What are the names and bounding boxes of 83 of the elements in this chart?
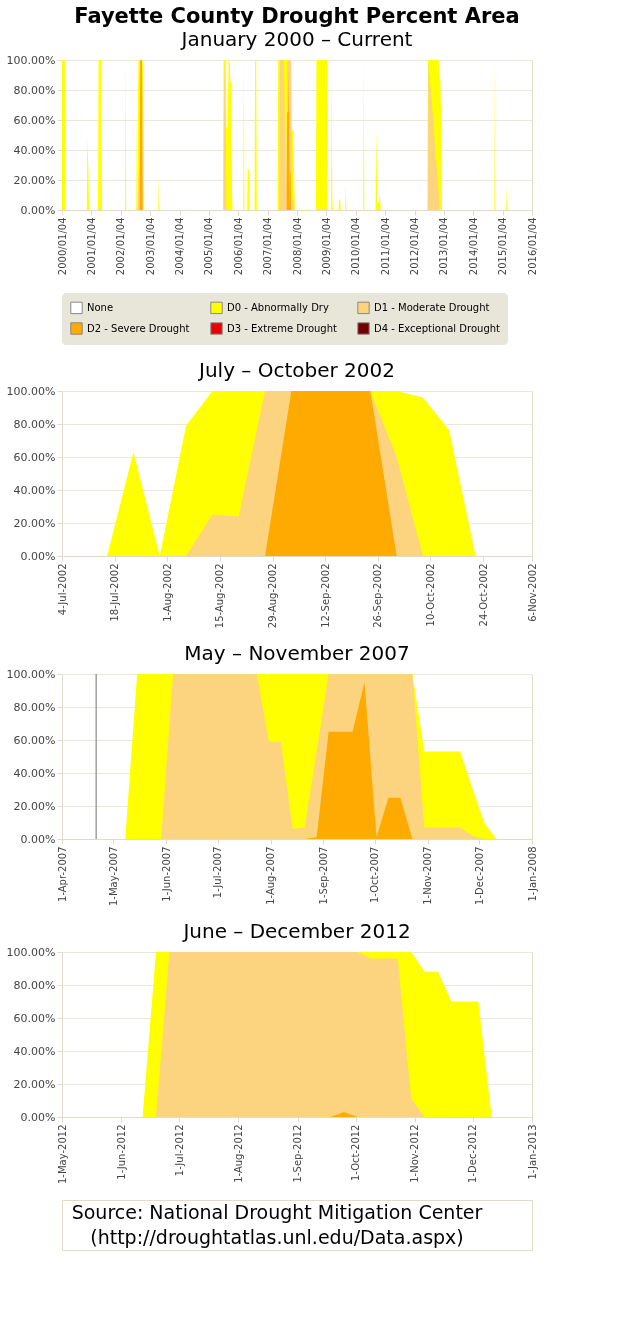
y-tick-label: 40.00%	[13, 143, 56, 157]
chart-title: July – October 2002	[197, 358, 395, 382]
x-tick-label: 2006/01/04	[232, 217, 244, 276]
x-tick-label: 10-Oct-2002	[424, 563, 436, 627]
chart-title: June – December 2012	[181, 919, 411, 943]
x-tick-label: 1-Aug-2007	[265, 846, 277, 905]
x-tick-label: 2008/01/04	[291, 217, 303, 276]
x-tick-label: 18-Jul-2002	[109, 563, 121, 622]
x-tick-label: 2012/01/04	[409, 217, 420, 276]
x-tick-label: 1-May-2007	[107, 846, 119, 907]
x-tick-label: 1-Nov-2012	[409, 1124, 421, 1183]
x-tick-label: 1-Apr-2007	[56, 846, 68, 902]
legend-label: None	[87, 301, 114, 313]
x-tick-label: 1-Dec-2007	[473, 846, 485, 905]
x-tick-label: 1-Oct-2012	[350, 1124, 362, 1182]
y-tick-label: 100.00%	[6, 384, 56, 398]
y-tick-label: 60.00%	[13, 113, 56, 127]
x-tick-label: 1-Jul-2012	[173, 1124, 185, 1177]
x-tick-label: 15-Aug-2002	[214, 563, 226, 629]
x-tick-label: 1-Jun-2007	[160, 846, 172, 902]
x-tick-label: 1-Jan-2008	[526, 846, 538, 902]
y-tick-label: 20.00%	[13, 516, 56, 530]
x-tick-label: 1-Aug-2002	[161, 563, 173, 622]
y-tick-label: 100.00%	[6, 945, 56, 959]
x-tick-label: 1-May-2012	[56, 1124, 68, 1185]
y-tick-label: 80.00%	[13, 700, 56, 714]
x-tick-label: 2009/01/04	[320, 217, 332, 276]
y-tick-label: 40.00%	[13, 1044, 56, 1058]
source-note: Source: National Drought Mitigation Center	[71, 1200, 483, 1223]
y-tick-label: 40.00%	[13, 483, 56, 497]
x-tick-label: 2004/01/04	[174, 217, 185, 276]
y-tick-label: 80.00%	[13, 83, 56, 97]
x-tick-label: 1-Jul-2007	[212, 846, 224, 899]
x-tick-label: 2015/01/04	[497, 217, 509, 276]
x-tick-label: 2014/01/04	[467, 217, 479, 276]
y-tick-label: 100.00%	[6, 667, 56, 681]
x-tick-label: 2013/01/04	[438, 217, 450, 276]
x-tick-label: 2010/01/04	[350, 217, 362, 276]
legend-label: D3 - Extreme Drought	[227, 322, 338, 334]
legend-label: D2 - Severe Drought	[87, 322, 190, 334]
y-tick-label: 0.00%	[20, 1110, 56, 1124]
x-tick-label: 6-Nov-2002	[526, 563, 538, 622]
x-tick-label: 2007/01/04	[262, 217, 274, 276]
x-tick-label: 2002/01/04	[115, 217, 127, 276]
y-tick-label: 80.00%	[13, 978, 56, 992]
y-tick-label: 20.00%	[13, 1077, 56, 1091]
x-tick-label: 1-Aug-2012	[232, 1124, 244, 1183]
legend-label: D0 - Abnormally Dry	[227, 301, 329, 313]
x-tick-label: 1-Oct-2007	[369, 846, 381, 904]
y-tick-label: 20.00%	[13, 799, 56, 813]
y-tick-label: 20.00%	[13, 173, 56, 187]
y-tick-label: 100.00%	[6, 53, 56, 67]
x-tick-label: 1-Dec-2012	[467, 1124, 479, 1183]
chart-title: May – November 2007	[184, 641, 410, 665]
x-tick-label: 2016/01/04	[526, 217, 538, 276]
y-tick-label: 60.00%	[13, 450, 56, 464]
y-tick-label: 60.00%	[13, 1011, 56, 1025]
chart-subtitle: January 2000 – Current	[179, 27, 413, 51]
y-tick-label: 0.00%	[20, 203, 56, 217]
x-tick-label: 2003/01/04	[144, 217, 156, 276]
x-tick-label: 29-Aug-2002	[267, 563, 279, 629]
x-tick-label: 2011/01/04	[379, 217, 391, 276]
legend-label: D4 - Exceptional Drought	[374, 322, 501, 334]
x-tick-label: 24-Oct-2002	[477, 563, 489, 627]
y-tick-label: 0.00%	[20, 549, 56, 563]
x-tick-label: 1-Nov-2007	[422, 846, 434, 905]
y-tick-label: 40.00%	[13, 766, 56, 780]
x-tick-label: 1-Sep-2007	[317, 846, 329, 905]
x-tick-label: 4-Jul-2002	[56, 563, 68, 616]
chart-title: Fayette County Drought Percent Area	[74, 4, 520, 28]
x-tick-label: 1-Jun-2012	[115, 1124, 127, 1180]
x-tick-label: 2001/01/04	[85, 217, 97, 276]
x-tick-label: 12-Sep-2002	[319, 563, 331, 628]
x-tick-label: 2005/01/04	[203, 217, 215, 276]
x-tick-label: 2000/01/04	[56, 217, 68, 276]
legend-label: D1 - Moderate Drought	[374, 301, 490, 313]
x-tick-label: 1-Jan-2013	[526, 1124, 538, 1180]
text: (http://droughtatlas.unl.edu/Data.aspx)	[90, 1225, 464, 1248]
y-tick-label: 0.00%	[20, 832, 56, 846]
y-tick-label: 80.00%	[13, 417, 56, 431]
x-tick-label: 1-Sep-2012	[292, 1124, 304, 1183]
x-tick-label: 26-Sep-2002	[372, 563, 384, 628]
y-tick-label: 60.00%	[13, 733, 56, 747]
